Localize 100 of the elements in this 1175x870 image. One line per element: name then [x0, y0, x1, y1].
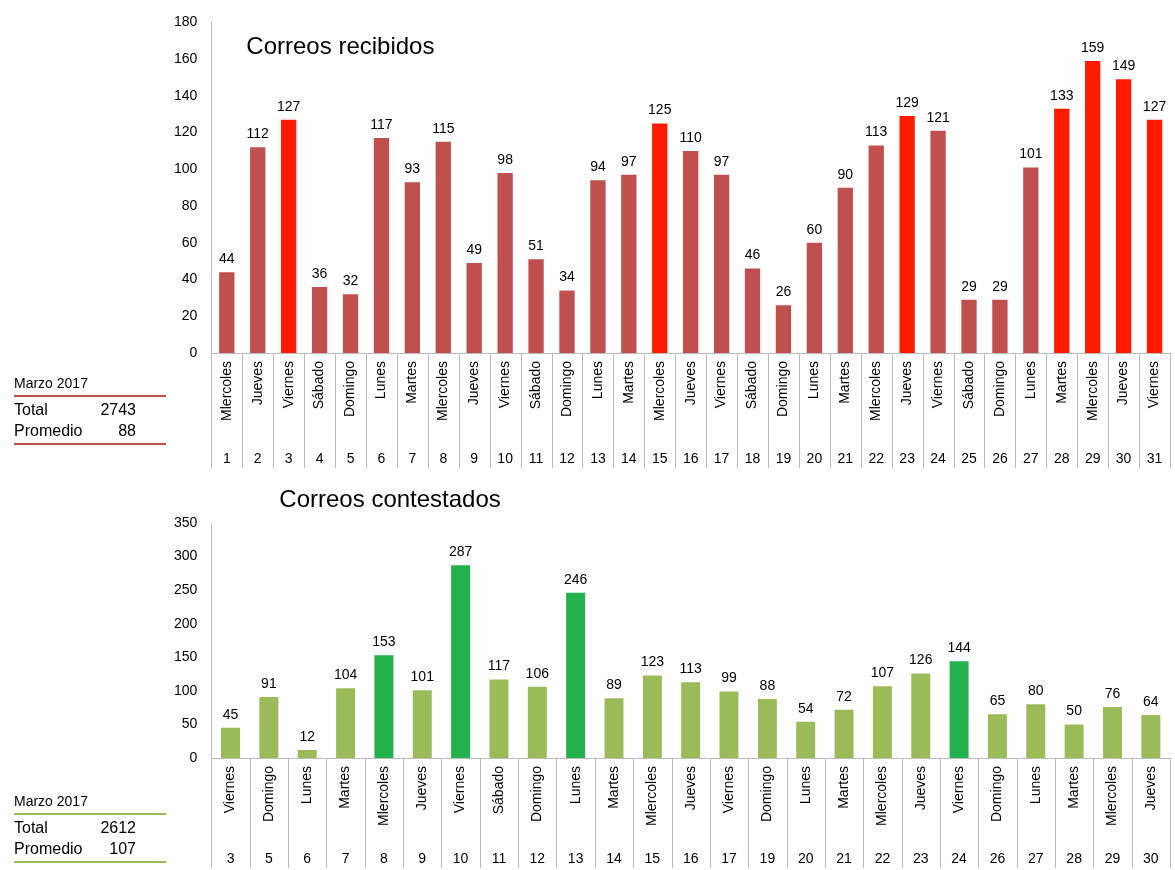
data-label: 45	[222, 705, 239, 722]
bar	[404, 182, 421, 353]
text: Promedio 88	[14, 422, 136, 439]
bar	[281, 119, 297, 353]
data-label: 127	[276, 97, 301, 114]
bar	[342, 294, 359, 353]
category-label: Martes 21	[834, 766, 852, 866]
bar	[451, 565, 471, 758]
bar	[652, 123, 668, 353]
category-label: Sábado 25	[959, 361, 977, 466]
y-tick-label: 40	[181, 270, 198, 287]
category-label: Martes 14	[604, 766, 622, 866]
bar	[868, 145, 884, 353]
bar	[527, 686, 547, 758]
bar	[1023, 167, 1039, 353]
data-label: 98	[497, 150, 514, 167]
category-label: Mlercoles 8	[434, 361, 451, 466]
bar	[961, 299, 977, 353]
data-label: 101	[410, 668, 435, 685]
bar	[713, 174, 730, 353]
bar	[837, 187, 853, 353]
data-label: 113	[865, 123, 888, 140]
category-label: Domingo 12	[528, 766, 546, 866]
category-label: Lunes 20	[796, 766, 814, 866]
data-label: 90	[837, 165, 854, 182]
category-label: Viernes 3	[221, 766, 238, 866]
data-label: 246	[563, 570, 588, 587]
data-label: 64	[1143, 692, 1159, 709]
data-label: 32	[342, 272, 359, 289]
category-label: Martes 7	[403, 361, 420, 466]
category-label: Domingo 26	[990, 361, 1008, 466]
bar	[590, 180, 606, 353]
data-label: 49	[466, 240, 483, 257]
data-label: 125	[648, 101, 672, 118]
y-tick-label: 120	[174, 123, 198, 140]
y-tick-label: 100	[174, 681, 198, 698]
category-label: Viernes 17	[719, 766, 737, 866]
category-label: Jueves 9	[413, 766, 430, 866]
bar	[559, 290, 575, 353]
bar	[219, 272, 235, 353]
data-label: 121	[926, 108, 950, 125]
bar	[719, 691, 739, 758]
y-tick-label: 100	[174, 160, 198, 177]
text: Marzo 2017	[14, 375, 166, 397]
bar	[683, 150, 699, 353]
category-label: Jueves 2	[248, 361, 265, 466]
bar	[872, 686, 892, 758]
bar	[297, 749, 317, 758]
data-label: 287	[448, 543, 473, 560]
data-label: 94	[590, 158, 606, 175]
y-tick-label: 60	[181, 233, 198, 250]
bar	[744, 268, 761, 353]
category-label: Martes 28	[1052, 361, 1070, 466]
data-label: 149	[1111, 57, 1136, 74]
category-label: Mlercoles 1	[217, 361, 234, 466]
y-tick-label: 200	[174, 614, 198, 631]
category-label: Martes 28	[1065, 766, 1082, 866]
data-label: 123	[640, 653, 665, 670]
category-label: Domingo 26	[988, 766, 1006, 866]
bar	[311, 286, 328, 353]
y-tick-label: 0	[189, 748, 198, 765]
bar	[757, 698, 777, 758]
bar	[221, 727, 241, 758]
category-label: Lunes 13	[588, 361, 606, 466]
data-label: 104	[333, 666, 358, 683]
data-label: 26	[775, 283, 792, 300]
bar	[834, 709, 854, 758]
y-tick-label: 350	[174, 513, 198, 530]
data-label: 91	[261, 674, 277, 691]
data-label: 127	[1142, 97, 1167, 114]
bar	[259, 696, 279, 758]
bar	[621, 174, 637, 353]
category-label: Mlercoles 22	[867, 361, 885, 466]
chart-title: Correos contestados	[279, 485, 501, 512]
data-label: 117	[487, 657, 511, 674]
data-label: 72	[836, 687, 853, 704]
data-label: 80	[1028, 682, 1044, 699]
data-label: 133	[1050, 86, 1074, 103]
bar	[528, 259, 544, 353]
category-label: Jueves 16	[681, 361, 699, 466]
category-label: Mlercoles 29	[1083, 361, 1101, 466]
category-label: Mlercoles 15	[650, 361, 668, 466]
y-tick-label: 0	[189, 343, 198, 360]
y-tick-label: 250	[174, 581, 198, 597]
data-label: 12	[299, 727, 316, 744]
bar	[1102, 706, 1122, 758]
category-label: Viernes 10	[451, 766, 469, 866]
data-label: 54	[797, 699, 814, 716]
category-label: Jueves 16	[681, 766, 699, 866]
bar	[930, 130, 946, 353]
data-label: 153	[372, 633, 396, 650]
category-label: Sábado 18	[743, 361, 761, 466]
category-label: Martes 14	[619, 361, 637, 466]
category-label: Viernes 24	[949, 766, 967, 866]
data-label: 29	[992, 277, 1008, 294]
bar	[1064, 724, 1084, 758]
data-label: 113	[679, 659, 703, 676]
bar	[489, 679, 509, 758]
bar	[642, 675, 662, 758]
bar	[435, 141, 451, 353]
